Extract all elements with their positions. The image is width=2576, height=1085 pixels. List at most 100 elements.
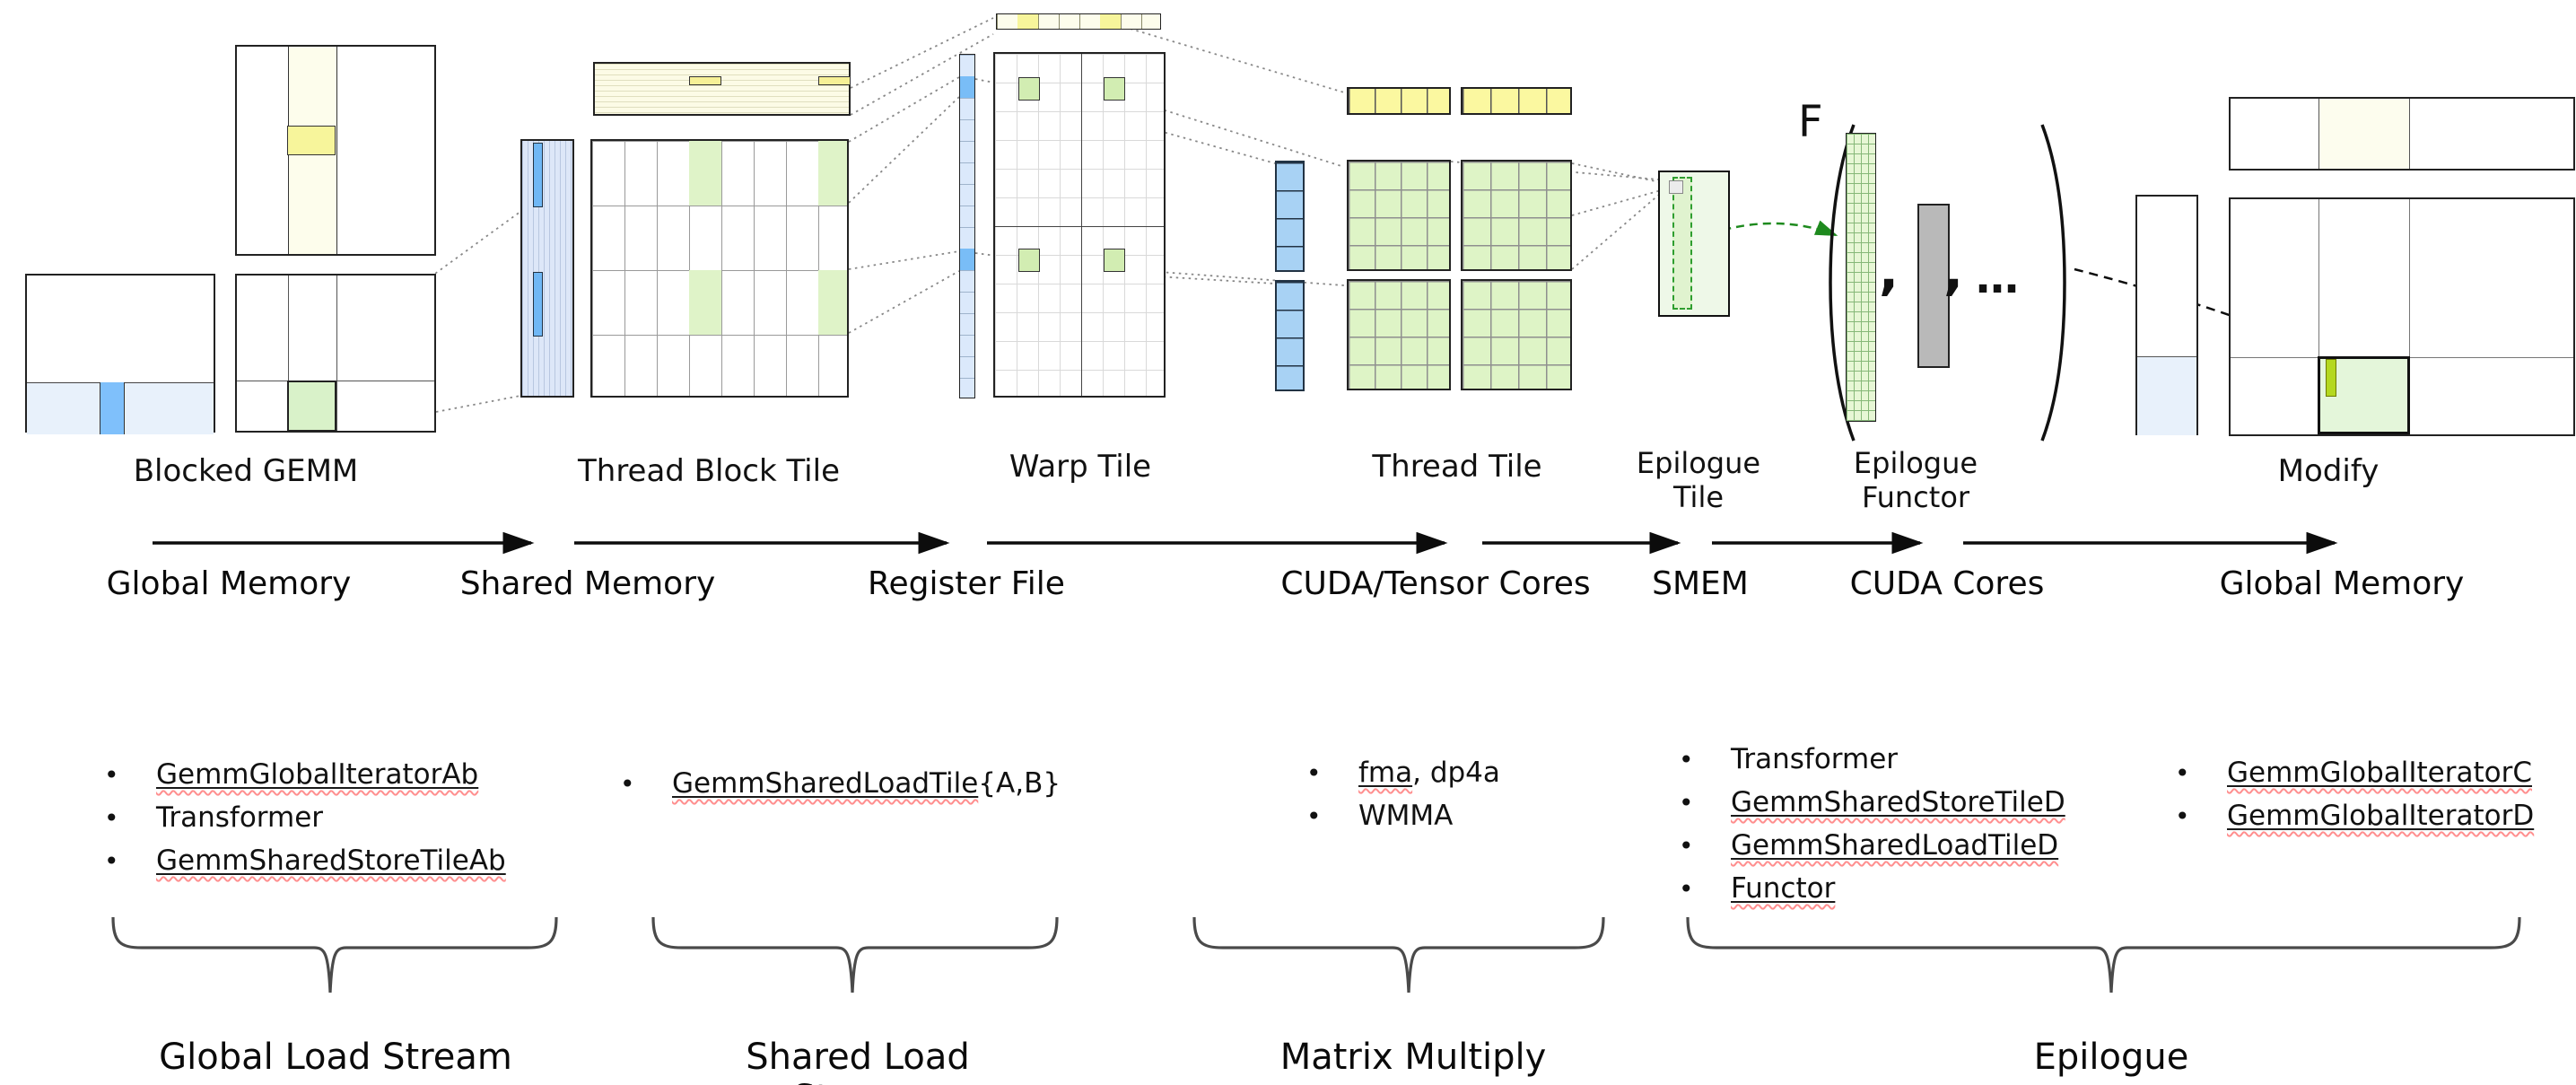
epilogue-functor-label-line2: Functor <box>1861 480 1970 514</box>
warp-green-cell <box>1018 249 1040 272</box>
list-item: • GemmSharedLoadTile{A,B} <box>615 767 1117 800</box>
list-item-text: GemmSharedStoreTileD <box>1731 786 2065 818</box>
list-item-text: GemmGlobalIteratorC <box>2227 757 2533 789</box>
modify-matrix-b-highlight <box>2318 99 2409 169</box>
list-item-text: Transformer <box>156 801 324 834</box>
tb-grid-green-cell <box>818 141 847 206</box>
thread-tile-accum-grid <box>1461 279 1572 390</box>
gemm-matrix-a <box>25 274 215 434</box>
smem-a-panel <box>520 139 574 398</box>
thread-block-tile-grid <box>590 139 849 398</box>
modify-matrix-b-divider <box>2318 99 2319 169</box>
epilogue-tile-label-line1: Epilogue <box>1636 446 1761 480</box>
stage-global-memory-left: Global Memory <box>106 565 352 602</box>
modify-matrix-b-partial <box>2229 97 2575 171</box>
thread-tile-accum-grid <box>1347 279 1451 390</box>
warp-green-cell <box>1104 77 1125 101</box>
thread-block-tile-label: Thread Block Tile <box>578 453 840 489</box>
stream-label-matrix-multiply: Matrix Multiply <box>1279 1037 1547 1078</box>
list-item: • Transformer <box>1673 743 2086 775</box>
bullet-icon: • <box>104 846 119 876</box>
warp-quadrant-divider <box>1081 54 1082 396</box>
stream-label-shared-load: Shared Load Stream <box>746 1037 970 1085</box>
list-item-text: GemmGlobalIteratorD <box>2227 800 2535 832</box>
bullet-icon: • <box>104 803 119 833</box>
list-item-text: GemmSharedStoreTileAb <box>156 844 506 877</box>
list-item: • GemmGlobalIteratorD <box>2170 800 2564 832</box>
modify-matrix-c-divider <box>2409 199 2410 434</box>
warp-tile-label: Warp Tile <box>1009 449 1152 485</box>
warp-quadrant-divider <box>995 226 1164 227</box>
list-item: • Transformer <box>99 801 583 834</box>
brace-matrix-multiply <box>1192 916 1605 993</box>
stream-label-epilogue: Epilogue <box>2033 1037 2189 1078</box>
stage-cuda-cores: CUDA Cores <box>1849 565 2045 602</box>
matrix-b-tile-block <box>287 126 336 155</box>
list-item: • GemmSharedLoadTileD <box>1673 829 2086 862</box>
bullet-group-matrix-multiply: • fma, dp4a • WMMA <box>1301 757 1624 832</box>
list-item: • WMMA <box>1301 800 1624 832</box>
modify-matrix-c <box>2229 197 2575 436</box>
warp-green-cell <box>1018 77 1040 101</box>
stage-cuda-tensor-cores: CUDA/Tensor Cores <box>1280 565 1591 602</box>
stage-register-file: Register File <box>868 565 1065 602</box>
tb-grid-green-cell <box>689 270 721 335</box>
functor-comma: , <box>1943 241 1964 302</box>
register-file-active-cell <box>960 249 974 270</box>
list-item-text: GemmSharedLoadTile{A,B} <box>672 767 1061 800</box>
epilogue-tile <box>1658 171 1730 317</box>
thread-tile-a-strip <box>1275 161 1305 272</box>
bullet-group-epilogue-right: • GemmGlobalIteratorC • GemmGlobalIterat… <box>2170 757 2564 832</box>
list-item-text: GemmGlobalIteratorAb <box>156 758 479 791</box>
epilogue-tile-column-strip <box>1672 177 1692 310</box>
thread-tile-accum-grid <box>1347 160 1451 271</box>
matrix-c-divider <box>288 276 289 431</box>
modify-matrix-c-divider <box>2318 199 2319 434</box>
bullet-icon: • <box>1679 831 1694 861</box>
functor-f-symbol: F <box>1798 97 1823 147</box>
list-item: • GemmSharedStoreTileD <box>1673 786 2086 818</box>
brace-global-load-stream <box>111 916 558 993</box>
thread-tile-a-strip <box>1275 280 1305 391</box>
bullet-icon: • <box>2175 758 2190 788</box>
stage-smem: SMEM <box>1652 565 1749 602</box>
bullet-icon: • <box>2175 801 2190 831</box>
list-item: • GemmGlobalIteratorC <box>2170 757 2564 789</box>
smem-b-panel <box>593 62 851 116</box>
epilogue-tile-fragment-square <box>1669 180 1683 194</box>
functor-ellipsis: … <box>1976 253 2022 303</box>
functor-comma: , <box>1879 241 1899 302</box>
modify-matrix-a-partial <box>2135 195 2198 435</box>
modify-matrix-b-divider <box>2409 99 2410 169</box>
functor-source-operand-bar <box>1917 204 1950 368</box>
register-file-strip <box>959 54 975 398</box>
warp-green-cell <box>1104 249 1125 272</box>
epilogue-functor-label-line1: Epilogue <box>1853 446 1978 480</box>
modify-target-tile <box>2318 356 2410 434</box>
matrix-c-tile-block <box>287 381 336 432</box>
epilogue-tile-label: Epilogue Tile <box>1631 446 1766 514</box>
modify-matrix-a-highlight <box>2137 356 2196 435</box>
blocked-gemm-label: Blocked GEMM <box>133 453 359 489</box>
list-item: • GemmGlobalIteratorAb <box>99 758 583 791</box>
functor-accumulator-column <box>1846 133 1876 422</box>
thread-tile-b-strip <box>1461 87 1572 115</box>
thread-tile-label: Thread Tile <box>1372 449 1542 485</box>
bullet-icon: • <box>104 760 119 790</box>
thread-tile-accum-grid <box>1461 160 1572 271</box>
brace-shared-load-stream <box>651 916 1059 993</box>
register-file-active-cell <box>960 76 974 98</box>
bullet-icon: • <box>620 769 635 799</box>
bullet-group-shared-load-stream: • GemmSharedLoadTile{A,B} <box>615 767 1117 800</box>
modify-written-fragment <box>2326 359 2336 397</box>
gemm-matrix-b <box>235 45 436 256</box>
bullet-icon: • <box>1679 745 1694 774</box>
warp-b-strip-yellow-cell <box>1100 14 1121 29</box>
matrix-a-tile-block <box>100 382 125 434</box>
warp-b-strip-yellow-cell <box>1017 14 1038 29</box>
bullet-icon: • <box>1679 874 1694 904</box>
matrix-c-divider <box>336 276 337 431</box>
modify-label: Modify <box>2277 453 2380 489</box>
brace-epilogue <box>1686 916 2521 993</box>
